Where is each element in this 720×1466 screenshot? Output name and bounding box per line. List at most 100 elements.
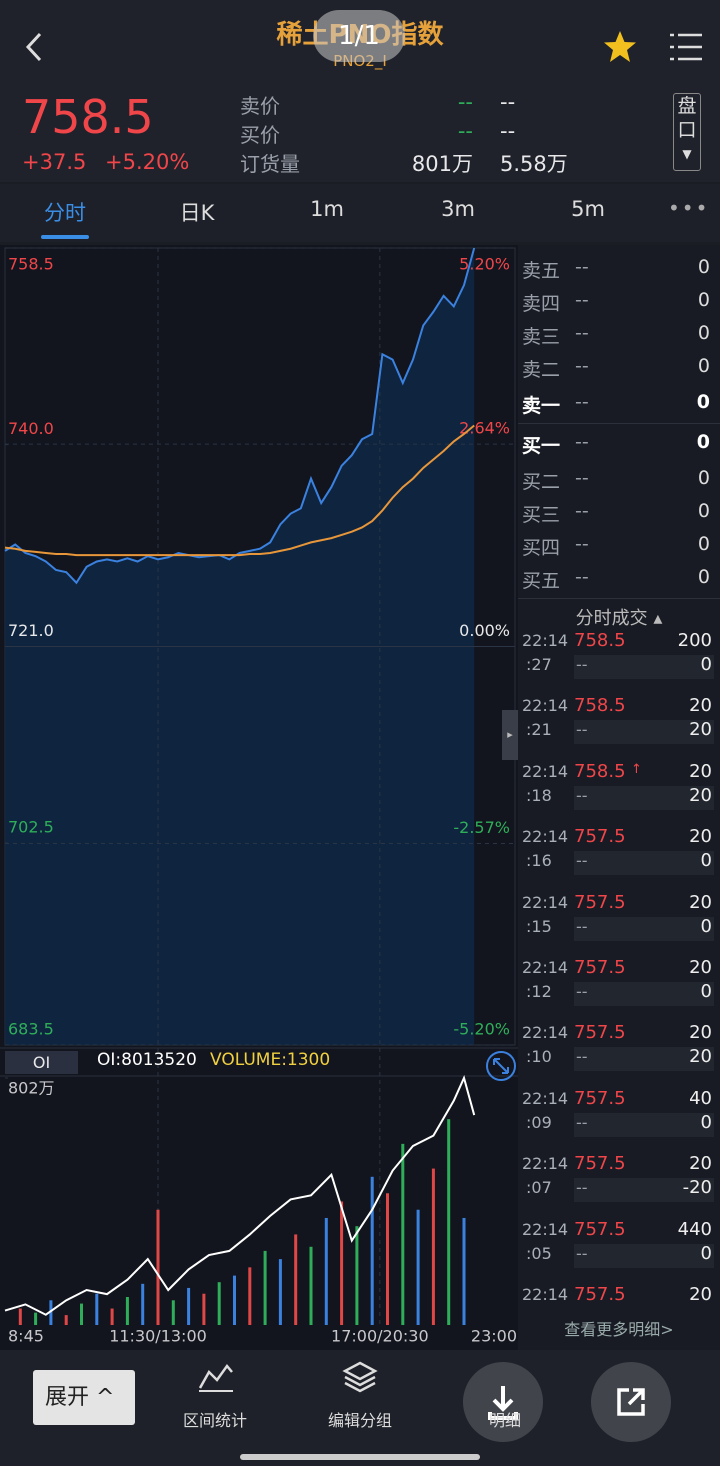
- volume-bar: [355, 1226, 359, 1325]
- field-value: --: [457, 90, 473, 114]
- tab[interactable]: 分时: [44, 201, 86, 225]
- trade-volume: 20: [689, 1153, 712, 1175]
- y2-tick-label: -2.57%: [453, 818, 510, 837]
- trade-row-bg: [574, 851, 714, 876]
- book-label: 卖四: [522, 293, 561, 315]
- volume-bar: [233, 1275, 236, 1325]
- y-tick-label: 721.0: [8, 621, 54, 640]
- volume-bar: [217, 1282, 221, 1325]
- trade-volume: 20: [689, 826, 712, 848]
- panel-button[interactable]: 盘口 ▼: [673, 93, 701, 171]
- trade-time: 22:14: [522, 1023, 569, 1043]
- trade-volume2: 0: [700, 654, 712, 675]
- trade-seconds: :18: [526, 785, 552, 805]
- volume-bar: [110, 1308, 114, 1325]
- trade-time: 22:14: [522, 631, 569, 650]
- book-price: --: [575, 566, 589, 588]
- expand-button[interactable]: 展开 ^: [33, 1370, 135, 1425]
- tab[interactable]: 5m: [571, 197, 605, 221]
- home-indicator: [240, 1454, 480, 1460]
- trade-volume: 440: [677, 1218, 712, 1240]
- trade-time: 22:14: [522, 1285, 569, 1304]
- trade-price2: --: [576, 1243, 588, 1263]
- book-volume: 0: [697, 467, 710, 489]
- trades-title[interactable]: 分时成交 ▴: [575, 608, 663, 629]
- trade-volume2: 0: [700, 915, 712, 937]
- trade-seconds: :12: [526, 982, 552, 1001]
- trade-price: 758.5: [574, 760, 626, 782]
- trade-time: 22:14: [522, 958, 569, 977]
- tab[interactable]: 3m: [441, 197, 475, 221]
- trade-seconds: :21: [526, 720, 552, 740]
- trade-row-bg: [574, 655, 714, 679]
- volume-bar: [171, 1300, 175, 1325]
- book-volume: 0: [697, 322, 710, 344]
- volume-bar: [18, 1308, 22, 1325]
- x-tick-label: 11:30/13:00: [109, 1327, 207, 1346]
- tab[interactable]: 日K: [179, 201, 215, 225]
- book-label: 买四: [522, 537, 561, 559]
- trade-seconds: :05: [526, 1243, 552, 1263]
- edit-group-icon: [342, 1361, 378, 1393]
- trade-time: 22:14: [522, 696, 569, 716]
- book-price: --: [575, 322, 589, 344]
- volume-bar: [80, 1303, 83, 1325]
- trade-seconds: :09: [526, 1112, 552, 1132]
- toolbar-item[interactable]: 明细: [488, 1411, 521, 1430]
- range-stats-icon: [198, 1363, 233, 1392]
- more-tabs[interactable]: •••: [668, 196, 710, 220]
- tab[interactable]: 1m: [310, 197, 344, 221]
- toolbar-item[interactable]: 编辑分组: [327, 1411, 392, 1430]
- trade-seconds: :27: [526, 655, 552, 674]
- trade-price: 757.5: [574, 891, 626, 913]
- trade-volume: 20: [689, 1022, 712, 1044]
- last-price: 758.5: [22, 90, 154, 144]
- x-tick-label: 8:45: [8, 1327, 44, 1346]
- y-tick-label: 802万: [8, 1079, 55, 1098]
- trade-volume: 20: [689, 957, 712, 978]
- trade-row-bg: [574, 916, 714, 941]
- trade-volume2: 0: [700, 850, 712, 872]
- trade-price: 757.5: [574, 826, 626, 848]
- share-button[interactable]: [591, 1362, 671, 1442]
- book-divider: [518, 598, 720, 599]
- volume-bar: [125, 1297, 129, 1325]
- y-tick-label: 740.0: [8, 419, 54, 438]
- y2-tick-label: 5.20%: [459, 255, 510, 274]
- back-button[interactable]: [20, 30, 50, 64]
- download-button[interactable]: [463, 1362, 543, 1442]
- volume-bar: [64, 1315, 68, 1325]
- toolbar-item[interactable]: 区间统计: [182, 1411, 247, 1430]
- trade-price: 757.5: [574, 1087, 626, 1109]
- favorite-star[interactable]: [602, 30, 638, 64]
- oi-tab[interactable]: OI: [5, 1051, 78, 1074]
- trade-price: 758.5: [574, 630, 626, 651]
- fullscreen-button[interactable]: [484, 1049, 518, 1083]
- trade-time: 22:14: [522, 1154, 569, 1174]
- book-label: 卖三: [522, 326, 561, 348]
- menu-button[interactable]: [668, 32, 704, 62]
- trade-volume2: -20: [682, 1177, 712, 1199]
- side-handle[interactable]: ▸: [502, 710, 518, 760]
- book-price: --: [575, 533, 589, 555]
- volume-bar: [202, 1293, 206, 1325]
- price-change-pct: +5.20%: [105, 150, 190, 174]
- series-line: [4, 247, 476, 585]
- book-price: --: [575, 431, 589, 453]
- book-label: 买三: [522, 504, 561, 526]
- volume-bar: [386, 1193, 389, 1325]
- book-volume: 0: [697, 533, 710, 555]
- trade-list: 22:14 758.5 200:27 -- 0 22:14 758.5 20:21 -- 20 22…: [518, 630, 720, 1310]
- book-volume: 0: [697, 566, 710, 588]
- volume-bar: [462, 1217, 466, 1325]
- book-volume: 0: [697, 289, 710, 311]
- panel-button-label: 盘口: [677, 95, 697, 141]
- y-tick-label: 758.5: [8, 255, 54, 274]
- more-trades[interactable]: 查看更多明细>: [564, 1320, 674, 1339]
- trade-seconds: :07: [526, 1178, 552, 1198]
- trade-volume2: 0: [700, 1111, 712, 1133]
- volume-bar: [95, 1293, 99, 1325]
- book-price: --: [575, 391, 589, 413]
- x-tick-label: 23:00: [471, 1327, 517, 1346]
